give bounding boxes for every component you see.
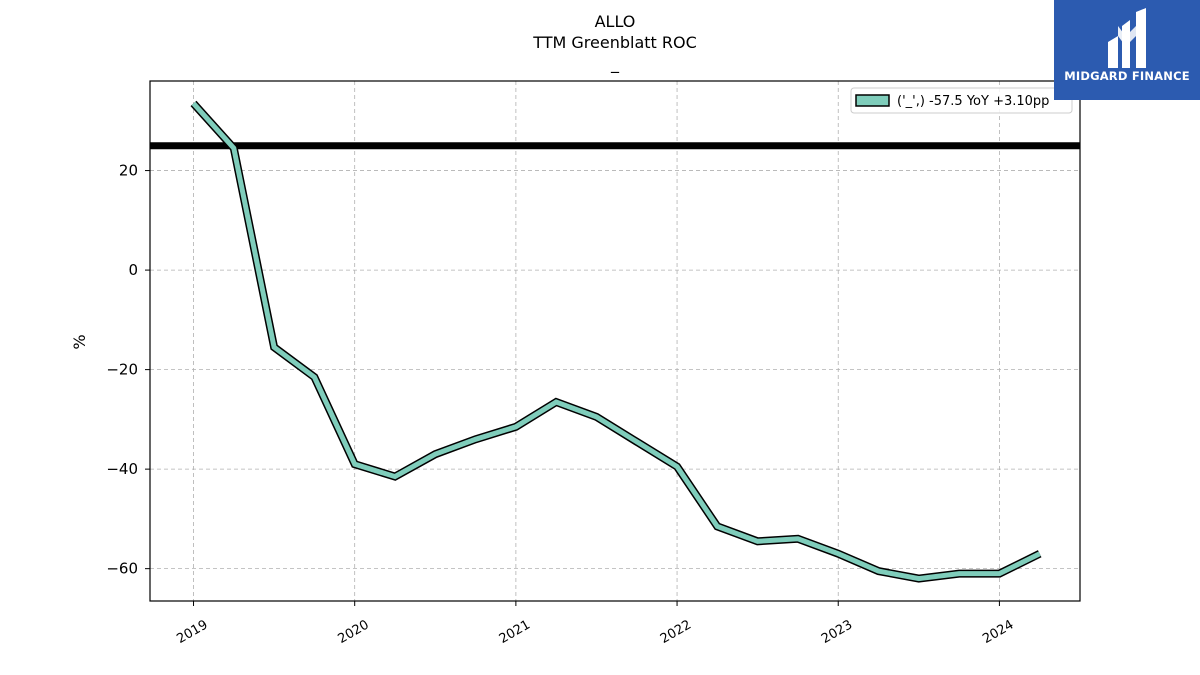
chart-subtitle: TTM Greenblatt ROC bbox=[532, 33, 697, 52]
x-tick-label: 2020 bbox=[336, 617, 372, 647]
x-tick-label: 2021 bbox=[497, 617, 533, 647]
y-tick-label: −40 bbox=[106, 460, 138, 478]
y-axis-label: % bbox=[70, 334, 89, 349]
grid-lines bbox=[150, 81, 1080, 601]
chart-subtitle-2: _ bbox=[610, 54, 620, 74]
midgard-finance-logo: MIDGARD FINANCE bbox=[1054, 0, 1200, 100]
series-layer bbox=[190, 100, 1042, 583]
legend-label: ('_',) -57.5 YoY +3.10pp bbox=[897, 94, 1049, 109]
logo-text: MIDGARD FINANCE bbox=[1064, 69, 1190, 83]
x-tick-label: 2019 bbox=[174, 617, 210, 647]
y-tick-label: −60 bbox=[106, 560, 138, 578]
x-tick-label: 2024 bbox=[980, 617, 1016, 647]
series-line-outline bbox=[190, 100, 1042, 583]
logo-mark-icon bbox=[1108, 8, 1146, 68]
chart-title: ALLO bbox=[595, 12, 636, 31]
legend: ('_',) -57.5 YoY +3.10pp bbox=[850, 87, 1073, 114]
x-axis: 2019 2020 2021 2022 2023 2024 bbox=[174, 601, 1016, 647]
legend-swatch bbox=[855, 94, 890, 107]
plot-frame bbox=[149, 80, 1081, 602]
series-line bbox=[191, 101, 1041, 582]
y-axis: 20 0 −20 −40 −60 bbox=[106, 162, 150, 578]
x-tick-label: 2023 bbox=[819, 617, 855, 647]
legend-box bbox=[850, 87, 1073, 114]
y-tick-label: 20 bbox=[119, 162, 138, 180]
x-tick-label: 2022 bbox=[658, 617, 694, 647]
y-tick-label: −20 bbox=[106, 361, 138, 379]
y-tick-label: 0 bbox=[128, 261, 138, 279]
